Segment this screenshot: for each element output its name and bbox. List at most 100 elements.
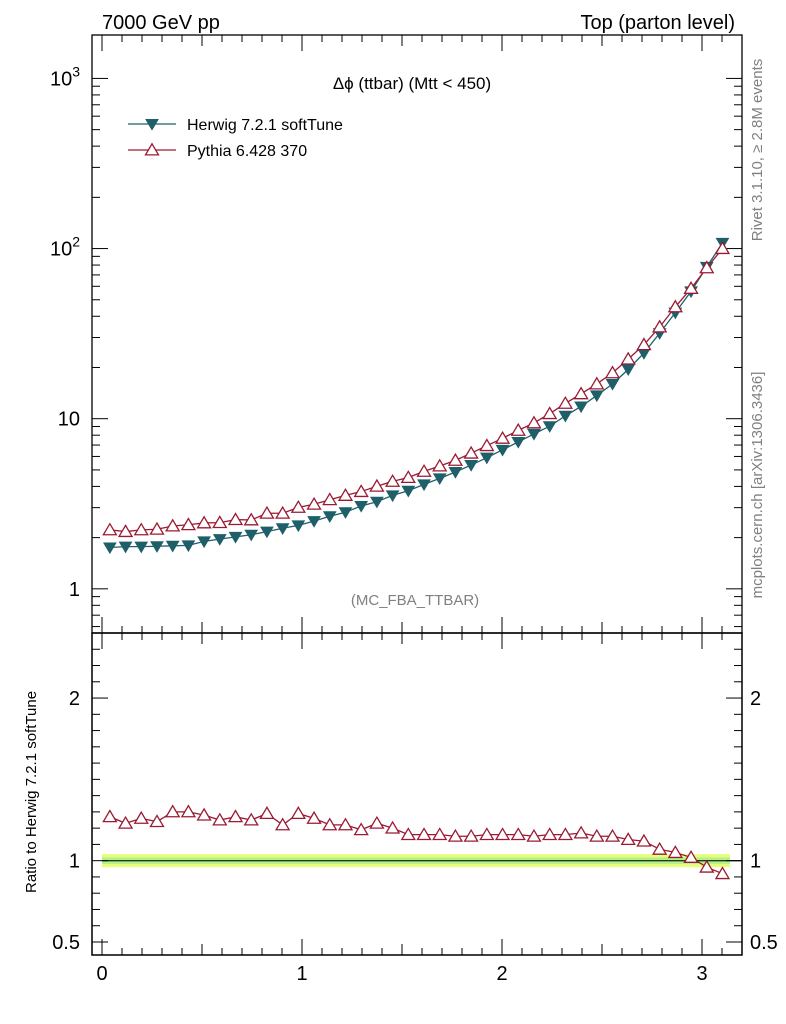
herwig-series-point [291,520,306,533]
main-y-tick-label: 1 [69,579,80,601]
pythia-series-point [463,445,479,459]
pythia-ratio-series-point [384,820,401,834]
pythia-ratio-series-point [149,814,165,828]
pythia-series-point [196,515,212,529]
pythia-ratio-series-point [369,815,385,829]
herwig-series-point [181,540,196,553]
pythia-series-point [400,470,416,484]
herwig-series-point [448,467,463,479]
herwig-series-point [165,540,180,553]
pythia-series-point [275,505,291,519]
herwig-series-point [527,428,541,441]
header-left: 7000 GeV pp [102,12,220,34]
x-tick-label: 2 [496,963,507,985]
pythia-series-point [494,430,511,444]
pythia-ratio-series-point [212,812,228,826]
herwig-series-point [574,401,588,414]
pythia-series-point [353,484,369,498]
legend-pythia-marker [144,142,160,156]
pythia-ratio-series-point [589,828,605,842]
pythia-series-point [667,299,683,313]
pythia-series-point [384,473,401,487]
pythia-series-point [290,499,306,513]
pythia-series-point [699,260,715,274]
herwig-series-point [495,444,510,457]
herwig-series-point [307,516,321,528]
pythia-series-point [604,365,621,379]
pythia-ratio-series-point [479,827,495,841]
pythia-series-point [542,406,558,420]
pythia-series-point [573,386,589,400]
pythia-series-point [683,280,699,294]
pythia-ratio-series-point [243,812,259,826]
herwig-series-point [605,378,620,391]
pythia-ratio-series-point [227,809,244,823]
pythia-ratio-series-point [353,822,369,836]
header-right: Top (parton level) [580,12,735,34]
pythia-series-point [117,524,134,538]
pythia-series-point [259,505,275,519]
pythia-series-line [109,248,723,533]
herwig-series-point [589,390,604,403]
pythia-series-point [337,487,354,501]
pythia-ratio-series-point [196,807,212,821]
herwig-series-line [109,242,724,549]
herwig-series-point [370,496,384,509]
herwig-series-point [102,542,117,555]
pythia-series-point [526,415,542,429]
pythia-ratio-series-point [510,827,526,841]
ratio-y-tick-label-right: 1 [750,851,761,873]
herwig-series-point [322,511,337,523]
pythia-ratio-series-point [290,806,306,820]
legend-pythia-label: Pythia 6.428 370 [187,143,307,160]
pythia-ratio-series-point [636,833,652,847]
pythia-ratio-series-point [573,825,589,839]
legend-herwig-marker [145,119,159,131]
pythia-ratio-series-point [117,815,134,829]
pythia-series-point [149,521,165,535]
herwig-series-point [212,534,227,546]
herwig-series-point [338,507,353,519]
ratio-plot-frame [91,632,743,956]
herwig-series-point [244,529,259,542]
herwig-series-point [621,364,636,377]
pythia-ratio-series-point [133,810,149,824]
herwig-series-point [558,410,573,423]
pythia-series-point [636,337,652,351]
pythia-ratio-series-point [432,827,448,841]
ratio-y-tick-label-left: 1 [69,851,80,873]
main-y-tick-label: 102 [50,234,80,261]
pythia-ratio-series-point [604,828,621,842]
pythia-ratio-series-point [306,810,322,824]
pythia-ratio-series-point [259,806,275,820]
pythia-series-point [165,518,181,532]
herwig-series-point [479,452,494,465]
ratio-plot-frame-top [91,632,743,956]
pythia-series-point [102,522,118,536]
plot-title: Δϕ (ttbar) (Mtt < 450) [333,74,491,93]
pythia-ratio-series-point [667,845,683,859]
analysis-tag: (MC_FBA_TTBAR) [351,592,479,609]
pythia-series-point [243,512,259,526]
pythia-series-point [589,376,605,390]
pythia-series-point [227,512,244,526]
main-plot: 1 10 102 103 [50,34,743,634]
ratio-y-tick-label-right: 0.5 [750,932,778,954]
pythia-ratio-series-point [322,817,338,831]
herwig-series-point [260,526,274,539]
pythia-ratio-series-point [337,817,354,831]
ratio-y-tick-label-right: 2 [750,688,761,710]
pythia-ratio-series-point [447,828,464,842]
herwig-series-point [417,479,431,492]
herwig-series-point [464,460,479,472]
ratio-y-tick-label-left: 0.5 [52,932,80,954]
pythia-ratio-series-point [416,827,432,841]
pythia-series-point [479,438,495,452]
pythia-series-point [447,452,464,466]
x-tick-label: 3 [696,963,707,985]
pythia-series-point [322,492,338,506]
legend-herwig-label: Herwig 7.2.1 softTune [187,117,343,134]
pythia-series-point [180,517,197,531]
herwig-series-point [150,541,164,553]
